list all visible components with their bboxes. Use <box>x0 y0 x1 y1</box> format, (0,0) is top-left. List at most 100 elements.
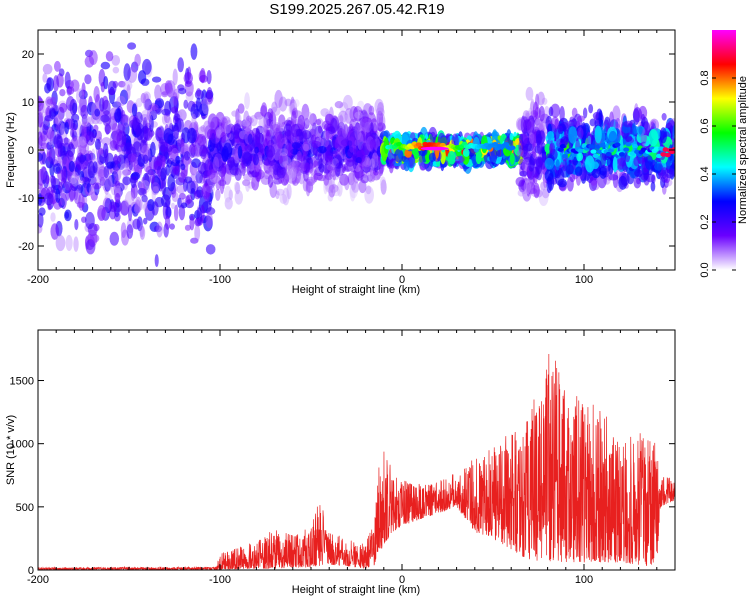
spectrogram-cell <box>535 129 542 146</box>
spectrogram-cell <box>122 169 132 176</box>
spectrogram-cell <box>38 97 44 112</box>
spectrogram-y-ticks: -20 -10 0 10 20 <box>18 49 675 253</box>
spectrogram-cell <box>38 207 46 216</box>
spectrogram-cell <box>161 155 167 167</box>
spectrogram-cell <box>413 149 419 160</box>
spectrogram-cell <box>231 110 239 117</box>
spectrogram-cell <box>369 122 374 137</box>
spectrogram-cell <box>532 174 538 184</box>
spectrogram-cell <box>156 221 163 238</box>
spectrogram-cell <box>576 127 584 140</box>
spectrogram-cell <box>279 193 288 205</box>
spectrogram-ridge-cell <box>629 151 636 156</box>
spectrogram-cell <box>142 154 149 165</box>
spectrogram-cell <box>85 131 96 146</box>
spectrogram-cell <box>241 119 247 130</box>
spectrogram-cell <box>59 102 68 113</box>
spectrogram-cell <box>184 176 193 184</box>
spectrogram-cell <box>149 170 155 184</box>
spectrogram-cell <box>262 118 267 136</box>
spectrogram-cell <box>332 150 338 157</box>
spectrogram-cell <box>114 192 121 203</box>
spectrogram-cell <box>294 166 302 184</box>
spectrogram-cell <box>661 112 667 121</box>
spectrogram-cell <box>45 174 50 185</box>
spectrogram-cell <box>71 118 76 130</box>
spectrogram-cell <box>343 165 353 172</box>
spectrogram-cell <box>237 145 243 159</box>
spectrogram-cell <box>337 115 344 123</box>
spectrogram-cell <box>54 115 62 126</box>
spectrogram-cell <box>266 167 275 176</box>
spectrogram-cell <box>343 114 349 125</box>
spectrogram-cell <box>215 175 221 191</box>
spectrogram-cell <box>77 136 84 153</box>
spectrogram-cell <box>544 157 554 170</box>
spectrogram-cell <box>612 105 621 123</box>
spectrogram-cell <box>68 184 76 201</box>
spectrogram-cell <box>522 110 530 121</box>
spectrogram-cell <box>358 179 367 194</box>
spectrogram-ridge-cell <box>625 142 632 147</box>
spectrogram-cell <box>330 117 338 134</box>
spectrogram-cell <box>64 209 72 222</box>
spectrogram-ridge-cell <box>623 147 630 152</box>
spectrogram-cell <box>371 152 379 168</box>
spectrogram-cell <box>278 114 286 128</box>
spectrogram-cell <box>245 175 251 192</box>
spectrogram-cell <box>147 199 155 212</box>
spectrogram-cell <box>537 91 545 106</box>
spectrogram-cell <box>100 61 111 70</box>
spectrogram-ridge-cell <box>653 146 660 151</box>
spectrogram-ridge-cell <box>562 153 569 159</box>
x-tick-label: -200 <box>27 574 49 586</box>
spectrogram-cell <box>224 197 233 210</box>
spectrogram-cell <box>206 70 212 85</box>
spectrogram-cell <box>290 96 295 115</box>
spectrogram-cell <box>234 181 241 195</box>
spectrogram-cell <box>144 98 152 111</box>
spectrogram-cell <box>78 193 85 211</box>
spectrogram-cell <box>134 196 142 213</box>
spectrogram-cell <box>309 123 318 136</box>
spectrogram-cell <box>223 122 232 134</box>
spectrogram-cell <box>228 133 234 141</box>
x-tick-label: 0 <box>399 274 405 286</box>
spectrogram-cell <box>394 148 404 163</box>
spectrogram-cell <box>97 147 104 155</box>
spectrogram-cell <box>70 128 75 138</box>
spectrogram-cell <box>291 156 298 172</box>
spectrogram-cell <box>375 107 385 118</box>
spectrogram-cell <box>509 152 515 165</box>
x-tick-label: -100 <box>209 274 231 286</box>
spectrogram-cell <box>165 206 172 218</box>
spectrogram-cell <box>289 160 300 168</box>
spectrogram-cell <box>317 145 327 154</box>
spectrogram-cell <box>126 224 134 239</box>
spectrogram-cell <box>178 192 186 200</box>
spectrogram-cell <box>297 167 305 185</box>
spectrogram-cell <box>266 149 273 161</box>
spectrogram-cell <box>119 200 130 216</box>
spectrogram-cell <box>180 202 188 209</box>
spectrogram-cell <box>160 167 167 182</box>
spectrogram-cell <box>243 133 249 146</box>
spectrogram-cell <box>316 174 327 182</box>
spectrogram-cell <box>234 167 242 181</box>
spectrogram-cell <box>526 182 531 197</box>
spectrogram-cell <box>199 144 208 160</box>
spectrogram-cell <box>111 54 121 66</box>
spectrogram-ridge-cell <box>599 143 606 148</box>
spectrogram-cell <box>137 187 147 196</box>
colorbar-label: Normalized spectral amplitude <box>737 76 749 224</box>
spectrogram-cell <box>55 114 61 125</box>
spectrogram-cell <box>183 151 191 161</box>
spectrogram-cell <box>104 178 111 192</box>
spectrogram-cell <box>267 174 274 188</box>
spectrogram-cell <box>40 166 47 181</box>
spectrogram-cell <box>72 102 78 115</box>
spectrogram-ridge-cell <box>557 147 564 152</box>
spectrogram-cell <box>589 118 597 127</box>
spectrogram-cell <box>336 162 344 169</box>
spectrogram-cell <box>151 104 159 111</box>
